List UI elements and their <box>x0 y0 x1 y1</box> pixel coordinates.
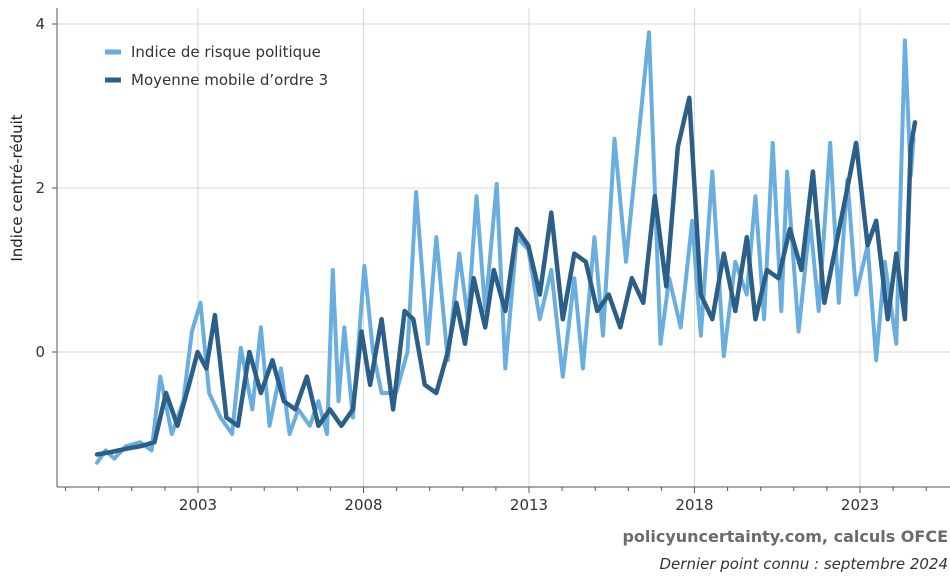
legend-label-moyenne: Moyenne mobile d’ordre 3 <box>131 71 328 89</box>
x-tick-label-2008: 2008 <box>344 496 382 514</box>
y-tick-label-0: 0 <box>35 343 45 361</box>
x-tick-label-2023: 2023 <box>841 496 879 514</box>
series-line-moyenne <box>94 95 918 457</box>
series-lines <box>94 30 918 465</box>
axes: 0 2 4 2003 2008 2013 2018 2023 <box>35 8 950 514</box>
legend-label-indice: Indice de risque politique <box>131 43 321 61</box>
last-data-note: Dernier point connu : septembre 2024 <box>659 555 949 573</box>
x-tick-label-2018: 2018 <box>675 496 713 514</box>
x-tick-label-2013: 2013 <box>510 496 548 514</box>
series-line-indice <box>95 30 916 465</box>
y-tick-label-2: 2 <box>35 179 45 197</box>
x-tick-label-2003: 2003 <box>179 496 217 514</box>
chart: 0 2 4 2003 2008 2013 2018 2023 Indice de risque… <box>8 8 950 514</box>
y-tick-label-4: 4 <box>35 15 45 33</box>
legend: Indice de risque politique Moyenne mobil… <box>105 43 328 89</box>
y-axis-label: Indice centré-réduit <box>8 114 26 261</box>
source-text: policyuncertainty.com, calculs OFCE <box>622 527 948 546</box>
